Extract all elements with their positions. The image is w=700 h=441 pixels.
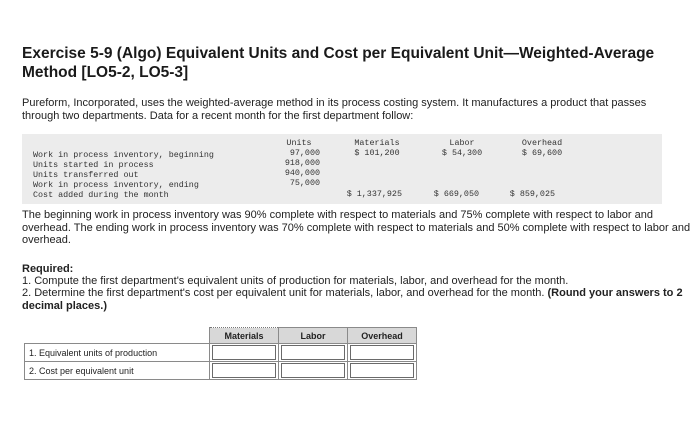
answer-table-header-row: Materials Labor Overhead — [24, 327, 417, 344]
overhead-header: Overhead — [347, 327, 417, 344]
row-label-beginning-wip: Work in process inventory, beginning — [33, 150, 214, 160]
row-label-units-started: Units started in process — [33, 160, 154, 170]
overhead-cost-added: $ 859,025 — [509, 189, 555, 199]
completion-paragraph: The beginning work in process inventory … — [22, 209, 691, 246]
row-label-ending-wip: Work in process inventory, ending — [33, 180, 199, 190]
required-item-2: 2. Determine the first department's cost… — [22, 287, 692, 312]
units-started: 918,000 — [284, 158, 320, 168]
required-item-1: 1. Compute the first department's equiva… — [22, 275, 569, 287]
table-row: 2. Cost per equivalent unit — [24, 361, 417, 380]
table-row: 1. Equivalent units of production — [24, 343, 417, 362]
row-label-cost-added: Cost added during the month — [33, 190, 169, 200]
required-heading: Required: — [22, 263, 74, 275]
materials-column-header: Materials $ 101,200 — [354, 138, 400, 158]
units-ending-wip: 75,000 — [289, 178, 320, 188]
cost-per-unit-labor-input[interactable] — [278, 361, 348, 380]
labor-column-header: Labor $ 54,300 — [441, 138, 483, 158]
units-transferred: 940,000 — [284, 168, 320, 178]
cost-per-unit-materials-input[interactable] — [209, 361, 279, 380]
labor-cost-added: $ 669,050 — [433, 189, 479, 199]
intro-text: Pureform, Incorporated, uses the weighte… — [22, 97, 647, 122]
answer-table: Materials Labor Overhead 1. Equivalent u… — [24, 327, 417, 380]
equivalent-units-materials-input[interactable] — [209, 343, 279, 362]
cost-per-unit-label: 2. Cost per equivalent unit — [24, 361, 210, 380]
required-item-2-text: 2. Determine the first department's cost… — [22, 287, 545, 299]
materials-header: Materials — [209, 327, 279, 344]
materials-cost-added: $ 1,337,925 — [346, 189, 402, 199]
rounding-instruction: (Round your answers to 2 decimal places.… — [22, 287, 683, 312]
department-data-table: Units Materials $ 101,200 Labor $ 54,300… — [22, 134, 662, 204]
equivalent-units-overhead-input[interactable] — [347, 343, 417, 362]
header-blank-cell — [24, 327, 210, 344]
row-label-units-transferred: Units transferred out — [33, 170, 139, 180]
overhead-column-header: Overhead $ 69,600 — [521, 138, 563, 158]
equivalent-units-labor-input[interactable] — [278, 343, 348, 362]
cost-per-unit-overhead-input[interactable] — [347, 361, 417, 380]
equivalent-units-label: 1. Equivalent units of production — [24, 343, 210, 362]
exercise-title: Exercise 5-9 (Algo) Equivalent Units and… — [22, 45, 655, 81]
units-column-header: Units — [286, 138, 312, 148]
labor-header: Labor — [278, 327, 348, 344]
units-beginning-wip: 97,000 — [289, 148, 320, 158]
